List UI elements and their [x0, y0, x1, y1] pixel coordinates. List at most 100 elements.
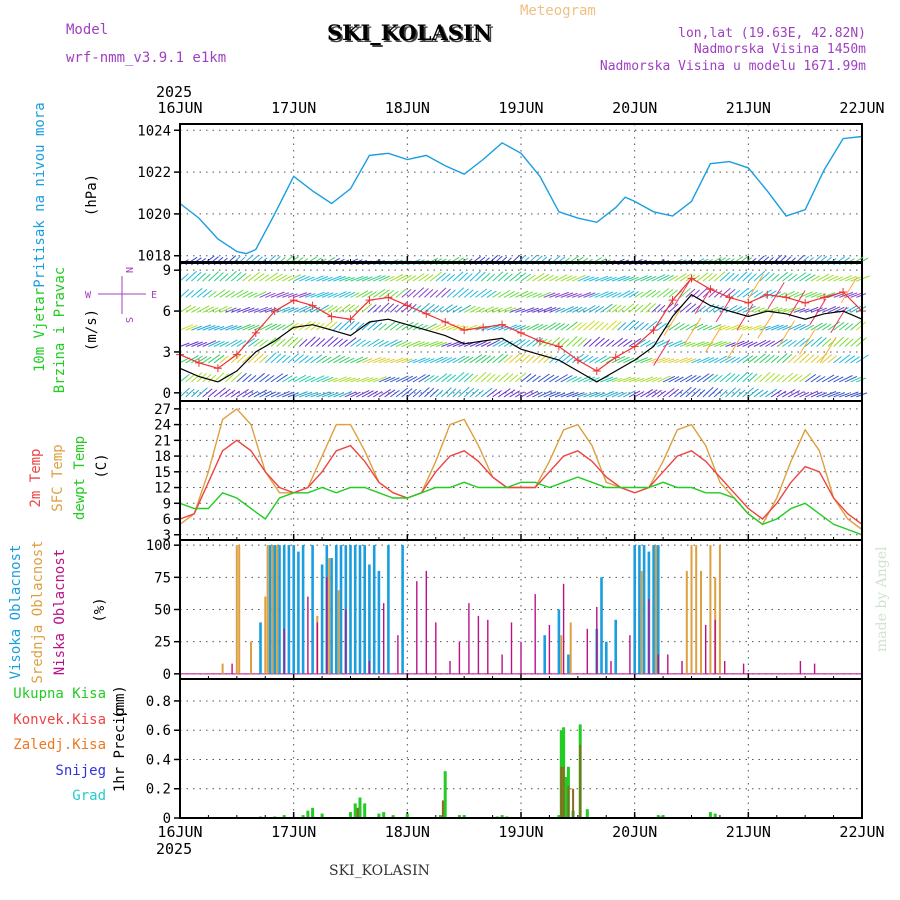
wind-barb-icon	[759, 271, 770, 282]
wind-barb-icon	[441, 288, 452, 298]
wind-barb-icon	[537, 373, 550, 383]
wind-barb-icon	[492, 353, 504, 364]
wind-barb-icon	[708, 289, 718, 298]
precip-total-bar	[382, 812, 386, 818]
wind-barb-icon	[725, 373, 736, 383]
precip-conv-bar	[562, 766, 565, 818]
wind-barb-icon	[645, 320, 658, 331]
wind-barb-icon	[463, 289, 474, 298]
footer-station: SKI_KOLASIN	[329, 863, 430, 879]
wind-barb-icon	[736, 271, 748, 282]
cloud-low-bar	[648, 599, 650, 674]
wind-barb-icon	[611, 321, 622, 331]
wind-barb-icon	[685, 387, 697, 398]
wind-barb-icon	[702, 273, 713, 282]
wind-barb-icon	[236, 388, 249, 398]
wind-barb-icon	[304, 376, 316, 383]
cloud-high-bar	[259, 622, 262, 674]
precip-conv-bar	[441, 800, 444, 818]
wind-barb-icon	[344, 357, 355, 364]
wind-gust-marker	[592, 367, 601, 376]
wind-barb-icon	[753, 353, 766, 364]
wind-barb-icon	[759, 390, 769, 398]
wind-barb-icon	[662, 358, 675, 364]
wind-barb-icon	[515, 290, 529, 298]
title-shadow: SKI_KOLASIN	[329, 22, 494, 47]
wind-barb-icon	[276, 274, 288, 282]
wind-barb-icon	[361, 377, 374, 383]
wind-barb-icon	[549, 355, 558, 364]
wind-barb-icon	[725, 305, 738, 313]
wind-gust-marker	[194, 358, 203, 367]
wind-barb-icon	[333, 376, 347, 383]
wind-barb-icon	[611, 304, 622, 313]
wind-barb-icon	[805, 292, 818, 298]
precip-total-bar	[311, 807, 315, 818]
wind-barb-icon	[463, 373, 474, 383]
wind-gust-marker	[744, 298, 753, 307]
wind-barb-icon	[480, 372, 491, 383]
wind-barb-icon	[310, 306, 321, 313]
cloud-high-bar	[363, 545, 366, 674]
wind-barb-icon	[401, 321, 414, 331]
wind-barb-icon	[702, 303, 715, 313]
wind-barb-icon	[270, 291, 285, 298]
wind-barb-icon	[247, 324, 260, 331]
wind-barb-icon	[446, 341, 461, 347]
wind-barb-icon	[282, 391, 295, 398]
wind-barb-icon	[361, 340, 371, 347]
date-label-top: 16JUN	[157, 99, 202, 117]
wind-gust-marker	[498, 320, 507, 329]
wind-barb-icon	[509, 390, 520, 398]
wind-gust-streak-icon	[809, 298, 827, 325]
wind-barb-icon	[293, 391, 308, 398]
compass-n: N	[123, 267, 134, 273]
wind-barb-icon	[742, 341, 754, 347]
wind-barb-icon	[429, 341, 443, 347]
cloud-high-bar	[652, 545, 655, 674]
wind-barb-icon	[378, 275, 391, 282]
wind-barb-icon	[577, 292, 592, 298]
wind-barb-icon	[446, 374, 457, 383]
wind-barb-icon	[373, 357, 386, 364]
wind-gust-streak-icon	[705, 325, 723, 353]
wind-barb-icon	[770, 338, 784, 347]
wind-barb-icon	[844, 338, 854, 347]
wind-barb-icon	[475, 354, 487, 364]
wind-barb-icon	[839, 392, 850, 398]
wind-barb-icon	[742, 289, 754, 298]
wind-barb-icon	[265, 272, 279, 282]
wind-barb-icon	[185, 388, 195, 398]
wind-barb-icon	[333, 276, 346, 282]
wind-barb-icon	[327, 275, 342, 282]
precip-total-bar	[358, 797, 362, 818]
wind-barb-icon	[713, 305, 724, 313]
wind-barb-icon	[708, 273, 718, 282]
wind-gust-streak-icon	[684, 317, 702, 345]
y-tick-label: 0	[163, 811, 171, 827]
wind-barb-icon	[554, 392, 566, 398]
wind-gust-marker	[517, 328, 525, 337]
wind-barb-icon	[634, 304, 644, 313]
wind-barb-icon	[361, 390, 374, 398]
wind-barb-icon	[304, 356, 314, 364]
cloud-high-bar	[287, 545, 291, 674]
wind-barb-icon	[458, 304, 472, 313]
wind-barb-icon	[463, 273, 473, 282]
wind-barb-icon	[469, 374, 479, 383]
wind-barb-icon	[208, 354, 221, 364]
compass-s: S	[123, 317, 134, 323]
wind-barb-icon	[833, 356, 842, 364]
wind-barb-icon	[486, 290, 497, 298]
wind-barb-icon	[498, 388, 511, 398]
wind-barb-icon	[498, 306, 512, 313]
wind-barb-icon	[583, 376, 596, 383]
wind-barb-icon	[821, 374, 835, 383]
wind-barb-icon	[208, 290, 217, 298]
wind-barb-icon	[452, 389, 462, 398]
cloud-low-bar	[468, 603, 470, 674]
wind-barb-icon	[497, 354, 509, 364]
wind-barb-icon	[657, 274, 670, 282]
cloud-low-bar	[383, 603, 385, 674]
